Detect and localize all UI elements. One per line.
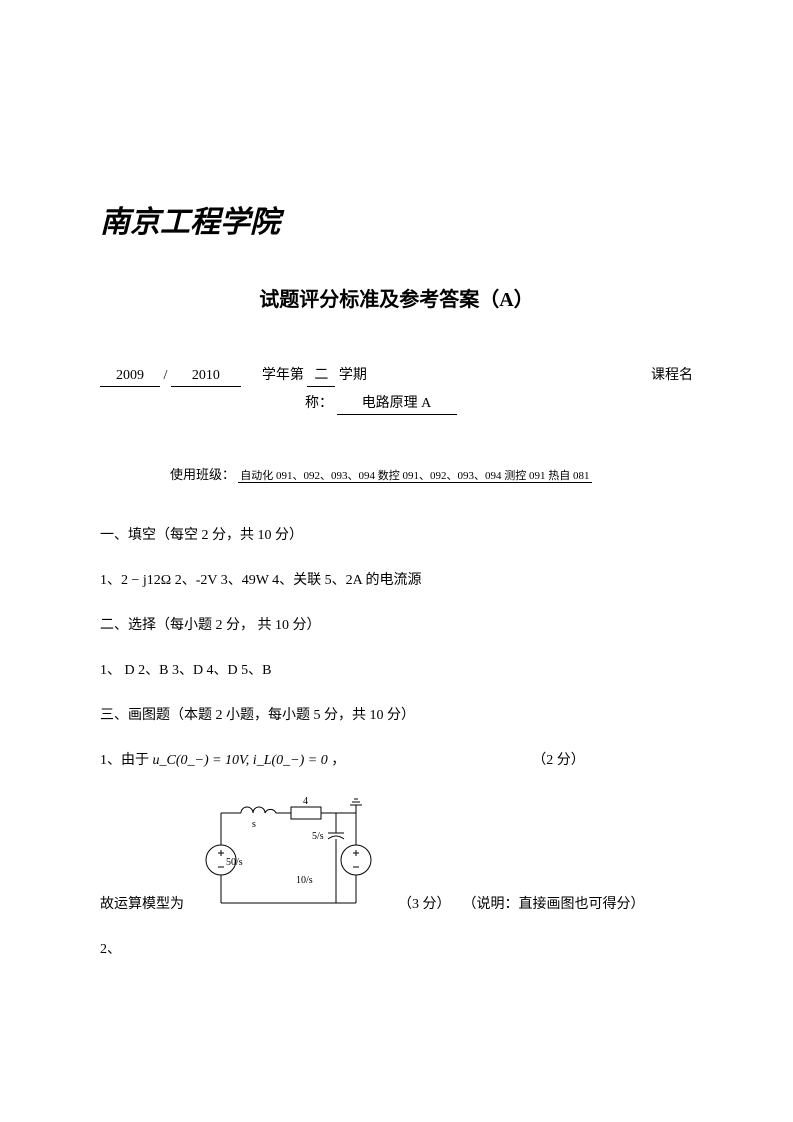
circuit-label-cap: 5/s: [312, 831, 324, 842]
section-2-heading: 二、选择（每小题 2 分， 共 10 分）: [100, 615, 693, 636]
semester: 二: [307, 365, 335, 387]
year-end: 2010: [171, 365, 241, 387]
s3-l1-post: ，: [331, 753, 345, 768]
classes-label: 使用班级：: [170, 467, 235, 482]
label-course-suffix: 称：: [305, 396, 333, 411]
label-sem: 学期: [339, 365, 367, 386]
doc-title: 试题评分标准及参考答案（A）: [100, 285, 693, 315]
circuit-label-ind: s: [252, 819, 256, 830]
circuit-row: 故运算模型为: [100, 795, 693, 915]
course-name: 电路原理 A: [337, 393, 457, 415]
circuit-label-right: 10/s: [296, 875, 313, 886]
s3-l1-formula: u_C(0_−) = 10V, i_L(0_−) = 0: [153, 753, 328, 768]
classes-list: 自动化 091、092、093、094 数控 091、092、093、094 测…: [238, 470, 591, 483]
section-1-heading: 一、填空（每空 2 分，共 10 分）: [100, 525, 693, 546]
label-year: 学年第: [262, 365, 304, 386]
section-3-line-3: 2、: [100, 939, 693, 960]
spacer-1: [241, 365, 262, 386]
circuit-label-res: 4: [303, 796, 308, 807]
section-1-answers: 1、2 − j12Ω 2、-2V 3、49W 4、关联 5、2A 的电流源: [100, 570, 693, 591]
circuit-label-left: 50/s: [226, 857, 243, 868]
slash: /: [160, 365, 171, 386]
section-3-heading: 三、画图题（本题 2 小题，每小题 5 分，共 10 分）: [100, 705, 693, 726]
section-2-answers: 1、 D 2、B 3、D 4、D 5、B: [100, 660, 693, 681]
circuit-diagram: 50/s 10/s 4 s 5/s: [196, 795, 386, 915]
section-3-line-1: 1、由于 u_C(0_−) = 10V, i_L(0_−) = 0 ， （2 分…: [100, 750, 693, 771]
info-row-1: 2009 / 2010 学年第 二 学期 课程名: [100, 365, 693, 387]
school-name: 南京工程学院: [100, 200, 693, 245]
info-row-2: 称： 电路原理 A: [100, 393, 693, 415]
year-start: 2009: [100, 365, 160, 387]
s3-l2-note: （说明：直接画图也可得分）: [463, 894, 645, 915]
label-course-pre: 课程名: [651, 365, 693, 386]
s3-l2-pre: 故运算模型为: [100, 894, 184, 915]
classes-row: 使用班级： 自动化 091、092、093、094 数控 091、092、093…: [100, 465, 693, 485]
s3-l1-pre: 1、由于: [100, 753, 149, 768]
s3-l1-pts: （2 分）: [532, 753, 585, 768]
s3-l2-pts: （3 分）: [398, 894, 451, 915]
